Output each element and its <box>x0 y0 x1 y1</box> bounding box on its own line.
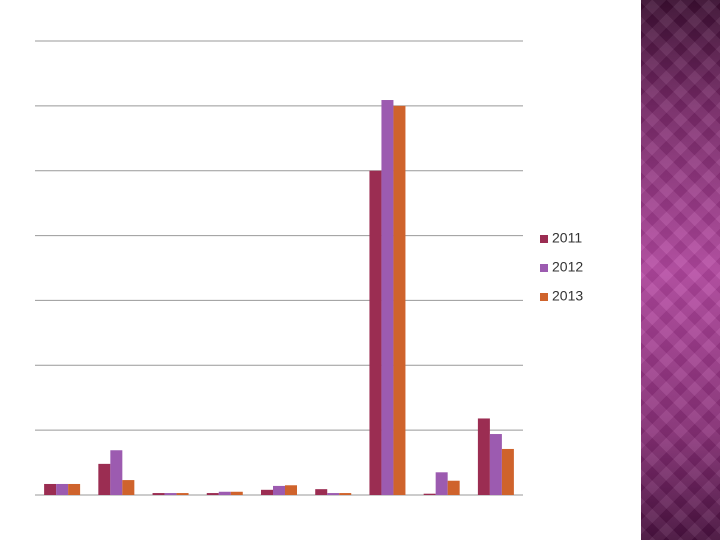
legend-swatch <box>540 235 548 243</box>
bar <box>122 480 135 495</box>
legend-label: 2011 <box>552 230 582 246</box>
legend-swatch <box>540 293 548 301</box>
bar <box>501 448 514 495</box>
bar <box>44 483 57 495</box>
bar <box>327 493 340 495</box>
bar <box>393 105 406 495</box>
bar <box>152 493 165 495</box>
bar <box>230 491 243 495</box>
bar <box>273 485 285 495</box>
legend-label: 2013 <box>552 288 583 304</box>
legend-swatch <box>540 264 548 272</box>
bar <box>435 472 448 495</box>
legend-label: 2012 <box>552 259 583 275</box>
bar <box>261 489 273 495</box>
bar <box>218 491 231 495</box>
bar <box>489 434 502 495</box>
bar <box>339 493 352 495</box>
bar <box>477 418 490 495</box>
bar <box>381 100 394 496</box>
bar <box>164 493 177 495</box>
bar <box>285 485 297 495</box>
bar <box>56 483 69 495</box>
decorative-panel <box>641 0 720 540</box>
bar <box>176 493 189 495</box>
bar <box>68 483 81 495</box>
bar <box>206 493 219 495</box>
bar <box>369 170 382 495</box>
bar <box>447 480 460 495</box>
bar <box>315 489 328 495</box>
bar <box>98 463 111 495</box>
bar <box>110 450 123 495</box>
bar <box>423 493 436 495</box>
chart: 2011 2012 2013 <box>35 40 583 496</box>
